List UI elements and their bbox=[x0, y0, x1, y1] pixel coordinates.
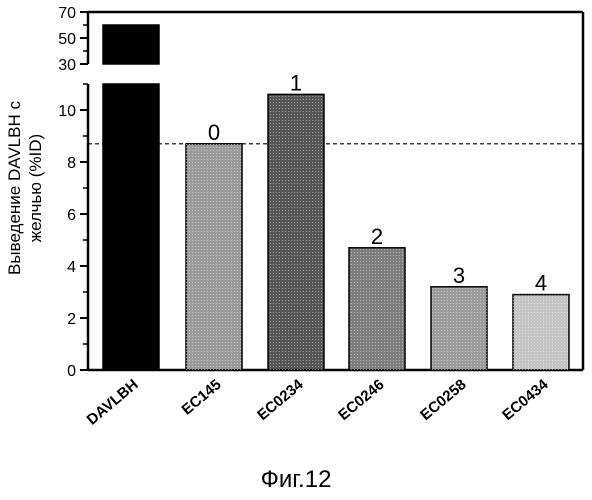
axes bbox=[88, 12, 583, 370]
y-tick-label-2: 2 bbox=[67, 311, 76, 328]
bar-label-1: 1 bbox=[290, 70, 302, 95]
y-tick-label-0: 0 bbox=[67, 363, 76, 380]
y-tick-label-30: 30 bbox=[58, 57, 76, 74]
bar-texture-ec145 bbox=[186, 144, 242, 370]
bar-davlbh-upper bbox=[103, 25, 159, 64]
bar-texture-ec0258 bbox=[431, 287, 487, 370]
category-label-davlbh: DAVLBH bbox=[84, 376, 142, 428]
category-label-ec0434: EC0434 bbox=[499, 376, 552, 424]
bar-texture-ec0434 bbox=[513, 295, 569, 370]
category-label-ec0234: EC0234 bbox=[254, 376, 307, 424]
bar-label-0: 0 bbox=[208, 120, 220, 145]
y-tick-label-6: 6 bbox=[67, 207, 76, 224]
category-label-ec0258: EC0258 bbox=[417, 376, 469, 424]
bars bbox=[103, 25, 569, 370]
category-label-ec145: EC145 bbox=[179, 376, 225, 419]
y-tick-label-70: 70 bbox=[58, 5, 76, 22]
y-axis-title: Выведение DAVLBH с желчью (%ID) bbox=[5, 101, 45, 275]
bar-label-2: 2 bbox=[371, 224, 383, 249]
y-tick-label-4: 4 bbox=[67, 259, 76, 276]
figure-caption: Фиг.12 bbox=[0, 466, 592, 494]
y-tick-label-50: 50 bbox=[58, 31, 76, 48]
y-tick-label-8: 8 bbox=[67, 155, 76, 172]
bar-label-3: 3 bbox=[453, 263, 465, 288]
y-ticks: 0 2 4 6 8 10 30 50 70 bbox=[58, 5, 88, 380]
category-labels: DAVLBH EC145 EC0234 EC0246 EC0258 EC0434 bbox=[84, 376, 552, 429]
y-axis-title-line-2: желчью (%ID) bbox=[26, 134, 45, 242]
y-axis-title-line-1: Выведение DAVLBH с bbox=[5, 101, 24, 275]
bar-texture-ec0246 bbox=[349, 248, 405, 370]
bar-chart: Выведение DAVLBH с желчью (%ID) 02468103… bbox=[0, 0, 592, 470]
y-tick-label-10: 10 bbox=[58, 103, 76, 120]
category-label-ec0246: EC0246 bbox=[335, 376, 387, 424]
bar-texture-ec0234 bbox=[268, 94, 324, 370]
bar-label-4: 4 bbox=[535, 271, 547, 296]
bar-davlbh-lower bbox=[103, 84, 159, 370]
